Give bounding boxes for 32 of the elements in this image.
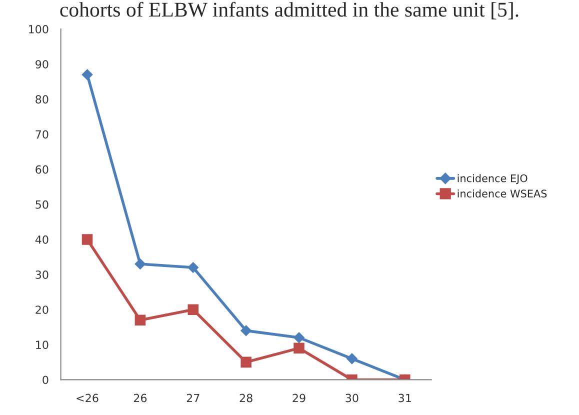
y-tick-label: 50 bbox=[36, 200, 48, 209]
point bbox=[346, 353, 358, 364]
point bbox=[82, 69, 93, 80]
x-tick-label: 29 bbox=[292, 394, 306, 402]
x-tick-label: 31 bbox=[398, 394, 411, 402]
legend-label: incidence EJO bbox=[458, 174, 528, 184]
y-tick-label: 20 bbox=[36, 306, 48, 314]
x-tick-label: 26 bbox=[134, 394, 147, 402]
point bbox=[82, 234, 93, 245]
text: cohorts of ELBW infants admitted in the same unit [5]. bbox=[60, 2, 518, 20]
point bbox=[240, 356, 252, 368]
point bbox=[240, 325, 252, 336]
x-tick-label: 28 bbox=[240, 394, 252, 402]
point bbox=[294, 342, 304, 354]
x-tick-label: 30 bbox=[346, 394, 358, 402]
point bbox=[134, 258, 146, 270]
point bbox=[294, 332, 304, 344]
y-tick-label: 0 bbox=[42, 376, 48, 384]
legend-label: incidence WSEAS bbox=[458, 189, 547, 198]
x-tick-label: 27 bbox=[186, 394, 200, 402]
y-tick-label: 60 bbox=[36, 165, 48, 174]
x-tick-label: <26 bbox=[76, 394, 98, 402]
y-tick-label: 30 bbox=[36, 270, 48, 279]
y-tick-label: 10 bbox=[36, 340, 48, 350]
point bbox=[188, 304, 199, 315]
y-tick-label: 70 bbox=[36, 130, 48, 139]
y-tick-label: 90 bbox=[36, 60, 48, 68]
point bbox=[188, 262, 199, 273]
y-tick-label: 80 bbox=[36, 95, 48, 104]
y-tick-label: 100 bbox=[29, 25, 48, 34]
y-tick-label: 40 bbox=[35, 235, 48, 244]
point bbox=[134, 314, 146, 326]
